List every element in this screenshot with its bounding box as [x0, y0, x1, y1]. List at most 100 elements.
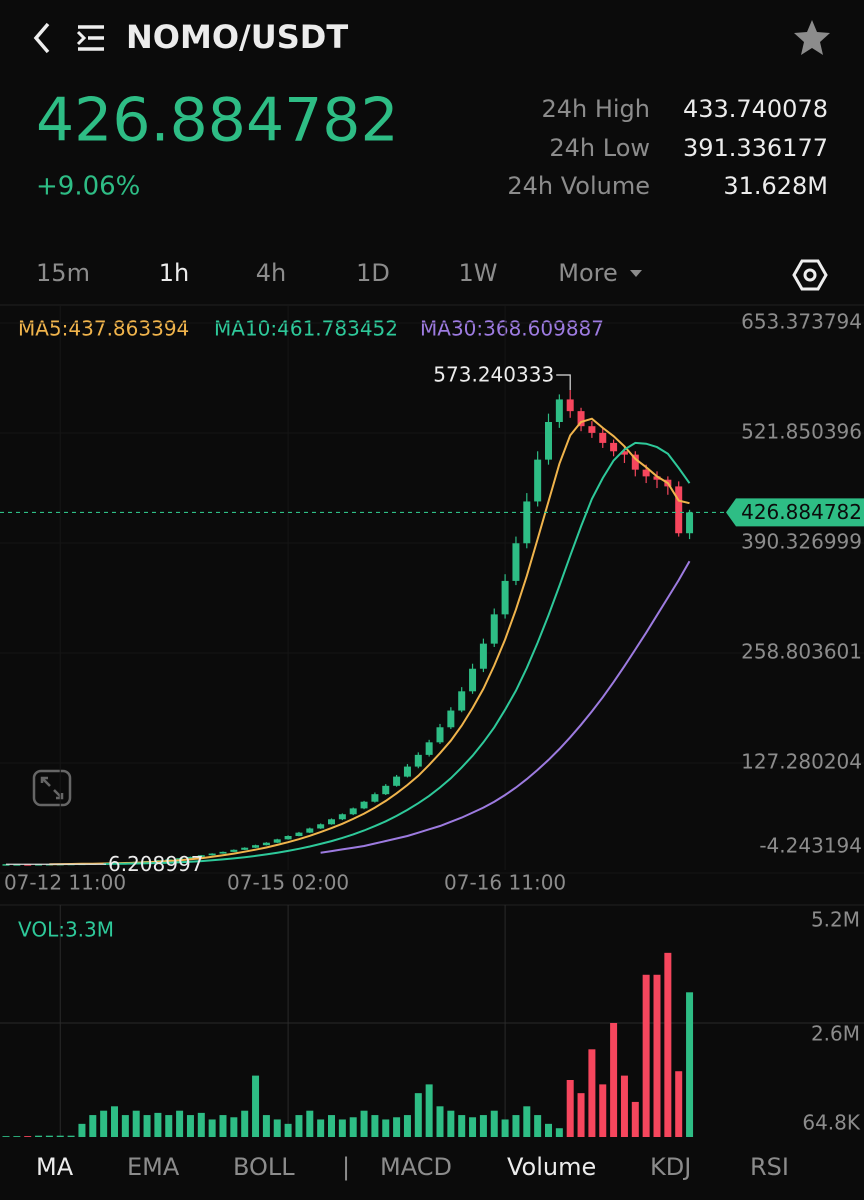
- ma-legend: MA10:461.783452: [214, 317, 398, 341]
- dropdown-caret: [630, 270, 642, 277]
- timeframe-tab[interactable]: 1D: [356, 259, 390, 287]
- volume-bar: [56, 1135, 64, 1137]
- indicator-tab[interactable]: Volume: [507, 1153, 596, 1181]
- volume-bar: [479, 1115, 487, 1137]
- candle-body: [284, 835, 292, 840]
- indicator-tab[interactable]: MA: [36, 1153, 74, 1181]
- candle-body: [555, 399, 563, 423]
- volume-tick-label: 64.8K: [802, 1111, 861, 1135]
- candle-body: [2, 864, 10, 866]
- candle-body: [338, 814, 346, 820]
- candle-body: [24, 864, 32, 866]
- volume-bar: [653, 974, 661, 1137]
- volume-bar: [208, 1119, 216, 1137]
- candle-body: [219, 851, 227, 854]
- x-tick-label: 07-12 11:00: [4, 871, 126, 895]
- x-tick-label: 07-15 02:00: [227, 871, 349, 895]
- stat-value: 433.740078: [683, 95, 828, 123]
- volume-bar: [317, 1119, 325, 1137]
- volume-bar: [284, 1123, 292, 1137]
- candle-body: [566, 399, 574, 412]
- last-price: 426.884782: [36, 86, 399, 156]
- volume-bar: [436, 1106, 444, 1137]
- volume-bar: [121, 1115, 129, 1137]
- volume-bar: [588, 1049, 596, 1137]
- candle-body: [230, 849, 238, 852]
- candle-body: [208, 853, 216, 856]
- stat-label: 24h Low: [549, 134, 650, 162]
- timeframe-tab[interactable]: More: [558, 259, 618, 287]
- x-tick-label: 07-16 11:00: [444, 871, 566, 895]
- volume-bar: [35, 1135, 43, 1137]
- volume-bar: [349, 1117, 357, 1137]
- candle-body: [436, 727, 444, 743]
- pair-title: NOMO/USDT: [126, 18, 348, 56]
- candle-body: [317, 824, 325, 829]
- volume-bar: [447, 1110, 455, 1137]
- candle-body: [469, 668, 477, 692]
- candle-body: [447, 710, 455, 728]
- candle-body: [501, 580, 509, 615]
- menu-icon[interactable]: [76, 25, 104, 51]
- candle-body: [490, 614, 498, 644]
- volume-bar: [219, 1115, 227, 1137]
- volume-bar: [67, 1135, 75, 1137]
- y-tick-label: 258.803601: [741, 640, 862, 664]
- timeframe-tab[interactable]: 15m: [36, 259, 90, 287]
- candle-body: [403, 766, 411, 777]
- candle-body: [262, 842, 270, 846]
- volume-bar: [545, 1123, 552, 1137]
- ma-line: [49, 417, 690, 866]
- candle-body: [371, 794, 379, 802]
- volume-bar: [458, 1115, 466, 1137]
- settings-icon[interactable]: [792, 259, 828, 291]
- timeframe-tab[interactable]: 1h: [159, 259, 189, 287]
- volume-bar: [186, 1115, 194, 1137]
- indicator-tab[interactable]: KDJ: [650, 1153, 691, 1181]
- volume-bar: [197, 1112, 205, 1137]
- volume-bar: [523, 1106, 531, 1137]
- expand-button[interactable]: [32, 769, 72, 807]
- favorite-star[interactable]: [794, 20, 830, 55]
- volume-bar: [111, 1106, 118, 1137]
- indicator-tab[interactable]: MACD: [380, 1153, 452, 1181]
- indicator-tab[interactable]: EMA: [127, 1153, 180, 1181]
- indicator-tab[interactable]: RSI: [750, 1153, 789, 1181]
- candle-body: [534, 459, 542, 502]
- candle-body: [241, 847, 249, 850]
- volume-bar: [371, 1115, 379, 1137]
- volume-bar: [45, 1135, 53, 1137]
- volume-bar: [143, 1115, 151, 1137]
- y-tick-label: 653.373794: [741, 310, 862, 334]
- indicator-tab: |: [342, 1153, 350, 1181]
- candle-body: [13, 864, 21, 866]
- volume-bar: [620, 1075, 628, 1137]
- volume-bar: [165, 1115, 173, 1137]
- timeframe-tab[interactable]: 4h: [256, 259, 286, 287]
- y-tick-label: 127.280204: [741, 750, 862, 774]
- back-button[interactable]: [33, 22, 50, 54]
- candle-body: [186, 856, 194, 859]
- candle-body: [360, 801, 368, 809]
- stat-value: 391.336177: [683, 134, 828, 162]
- candle-body: [176, 858, 184, 860]
- volume-bar: [262, 1115, 270, 1137]
- candle-body: [458, 691, 466, 711]
- volume-bar: [2, 1136, 10, 1137]
- volume-bar: [642, 974, 650, 1137]
- candle-body: [686, 512, 694, 534]
- candle-body: [523, 501, 531, 544]
- volume-bar: [382, 1119, 390, 1137]
- last-price-tag-label: 426.884782: [741, 500, 862, 524]
- indicator-tab[interactable]: BOLL: [233, 1153, 295, 1181]
- candle-body: [675, 486, 683, 534]
- candle-body: [197, 855, 205, 857]
- stat-value: 31.628M: [723, 172, 828, 200]
- stat-label: 24h Volume: [507, 172, 650, 200]
- candle-body: [620, 451, 628, 455]
- timeframe-tab[interactable]: 1W: [459, 259, 498, 287]
- ma-legend: MA30:368.609887: [420, 317, 604, 341]
- low-label: 6.208997: [108, 852, 203, 876]
